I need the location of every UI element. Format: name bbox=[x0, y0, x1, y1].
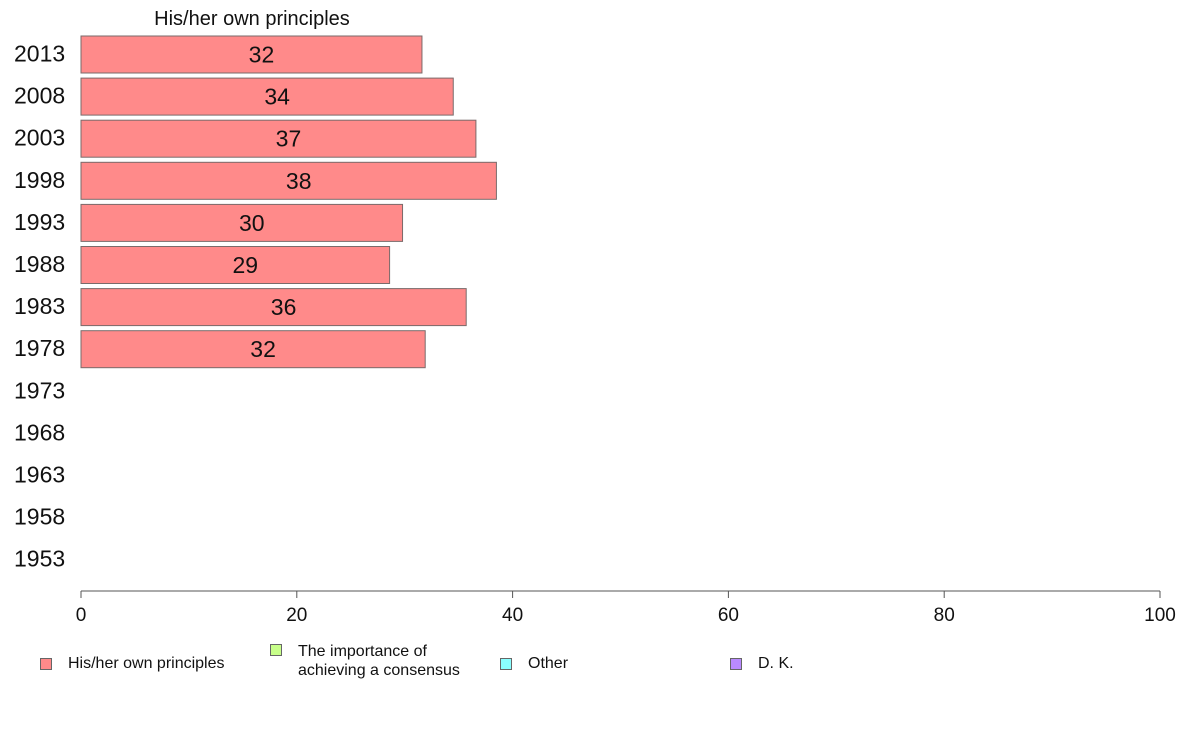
bar bbox=[80, 288, 467, 327]
x-axis: 0 20 40 60 80 100 bbox=[76, 590, 1176, 626]
legend: His/her own principles The importance of… bbox=[0, 642, 1188, 692]
bar-data-label: 32 bbox=[250, 336, 276, 362]
bar-data-label: 38 bbox=[286, 168, 312, 194]
y-tick-label: 1963 bbox=[14, 462, 65, 488]
legend-item-dk: D. K. bbox=[730, 654, 794, 673]
y-tick-label: 1968 bbox=[14, 419, 65, 445]
bar-data-label: 30 bbox=[239, 210, 265, 236]
legend-swatch-dk bbox=[730, 657, 742, 670]
bar bbox=[80, 119, 477, 158]
legend-label: His/her own principles bbox=[68, 655, 225, 672]
y-axis-labels: 2013 2008 2003 1998 1993 1988 1983 1978 1973 1968… bbox=[14, 41, 65, 572]
bar bbox=[80, 161, 497, 200]
legend-item-own-principles: His/her own principles bbox=[40, 654, 225, 673]
legend-label: Other bbox=[528, 655, 569, 672]
x-tick-label: 40 bbox=[502, 605, 523, 626]
chart: His/her own principles 32 34 37 38 30 29 3632 … bbox=[14, 8, 1176, 626]
x-tick-label: 0 bbox=[76, 605, 87, 626]
legend-item-other: Other bbox=[500, 654, 568, 673]
chart-title: His/her own principles bbox=[154, 8, 350, 30]
x-tick-label: 20 bbox=[286, 605, 307, 626]
y-tick-label: 1998 bbox=[14, 167, 65, 193]
bar-data-label: 29 bbox=[233, 252, 259, 278]
x-tick-label: 60 bbox=[718, 605, 739, 626]
bar-data-label: 34 bbox=[264, 84, 290, 110]
x-tick-label: 100 bbox=[1144, 605, 1176, 626]
bar bbox=[80, 35, 423, 74]
bar bbox=[80, 330, 426, 369]
y-tick-label: 1988 bbox=[14, 251, 65, 277]
y-tick-label: 1978 bbox=[14, 335, 65, 361]
legend-label: D. K. bbox=[758, 655, 794, 672]
y-tick-label: 2008 bbox=[14, 83, 65, 109]
legend-swatch-own-principles bbox=[40, 657, 52, 670]
y-tick-label: 2003 bbox=[14, 125, 65, 151]
bar-data-label: 36 bbox=[271, 294, 297, 320]
bar bbox=[80, 77, 454, 116]
x-tick-label: 80 bbox=[934, 605, 955, 626]
bars-layer: 32 34 37 38 30 29 36 32 bbox=[80, 35, 497, 369]
bar bbox=[80, 203, 404, 242]
bar-data-label: 32 bbox=[249, 42, 275, 68]
legend-swatch-other bbox=[500, 657, 512, 670]
y-tick-label: 1953 bbox=[14, 546, 65, 572]
y-tick-label: 1993 bbox=[14, 209, 65, 235]
legend-label: The importance of achieving a consensus bbox=[298, 643, 460, 679]
bar bbox=[80, 246, 391, 284]
y-tick-label: 2013 bbox=[14, 41, 65, 67]
y-tick-label: 1983 bbox=[14, 293, 65, 319]
legend-item-consensus: The importance of achieving a consensus bbox=[270, 642, 460, 680]
y-tick-label: 1973 bbox=[14, 377, 65, 403]
y-tick-label: 1958 bbox=[14, 504, 65, 530]
legend-swatch-consensus bbox=[270, 644, 282, 656]
bar-data-label: 37 bbox=[276, 126, 302, 152]
